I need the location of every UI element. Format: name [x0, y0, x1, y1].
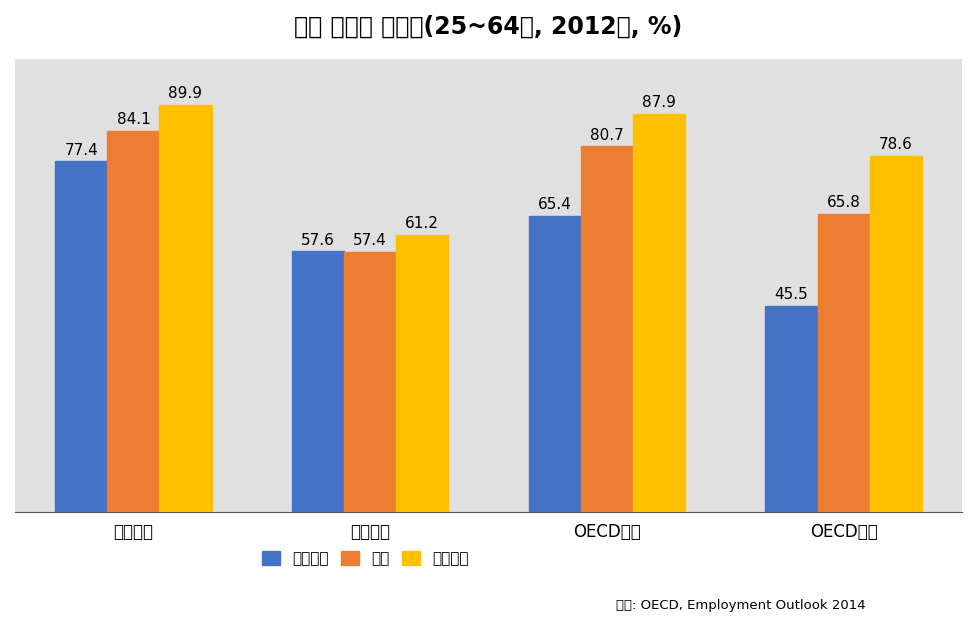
Bar [529, 216, 581, 512]
Text: 84.1: 84.1 [116, 112, 150, 128]
Text: 65.8: 65.8 [827, 195, 861, 211]
Text: 자료: OECD, Employment Outlook 2014: 자료: OECD, Employment Outlook 2014 [616, 599, 866, 612]
Text: 80.7: 80.7 [590, 128, 623, 143]
Text: 87.9: 87.9 [642, 95, 676, 110]
Text: 61.2: 61.2 [405, 216, 439, 231]
Bar [107, 131, 159, 512]
Bar [56, 161, 107, 512]
Text: 57.6: 57.6 [301, 233, 335, 248]
Text: 57.4: 57.4 [354, 234, 387, 248]
Bar [396, 235, 448, 512]
Title: 성별 학력별 고용률(25~64세, 2012년, %): 성별 학력별 고용률(25~64세, 2012년, %) [294, 15, 683, 39]
Bar [581, 147, 633, 512]
Bar [818, 214, 870, 512]
Bar [159, 105, 211, 512]
Bar [292, 251, 344, 512]
Legend: 중졸이하, 고졸, 대졸이상: 중졸이하, 고졸, 대졸이상 [256, 545, 475, 573]
Text: 45.5: 45.5 [775, 287, 808, 302]
Text: 77.4: 77.4 [64, 143, 98, 158]
Bar [344, 252, 396, 512]
Text: 65.4: 65.4 [538, 197, 572, 212]
Text: 89.9: 89.9 [168, 86, 202, 101]
Bar [633, 114, 685, 512]
Text: 78.6: 78.6 [878, 137, 913, 152]
Bar [766, 306, 818, 512]
Bar [870, 156, 921, 512]
